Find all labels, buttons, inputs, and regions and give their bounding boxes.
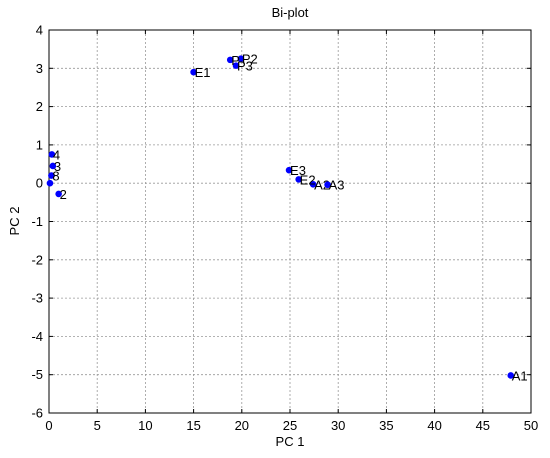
x-tick-label: 5 (94, 418, 101, 433)
grid (49, 30, 531, 413)
data-point (237, 55, 245, 63)
x-axis-label: PC 1 (276, 434, 305, 449)
data-point-label: A3 (329, 178, 345, 193)
y-tick-label: -4 (31, 329, 43, 344)
data-point-label: E2 (300, 172, 316, 187)
data-point (226, 56, 234, 64)
data-point (48, 172, 55, 179)
data-point-label: A2 (314, 177, 330, 192)
data-point (48, 151, 56, 158)
y-tick-label: -5 (31, 367, 43, 382)
x-tick-label: 15 (186, 418, 200, 433)
data-point-label: A1 (512, 368, 528, 383)
data-point (46, 179, 54, 187)
y-axis-label: PC 2 (7, 207, 22, 236)
x-tick-label: 30 (331, 418, 345, 433)
data-point-label: E3 (290, 163, 306, 178)
y-tick-label: 1 (36, 137, 43, 152)
x-tick-label: 40 (427, 418, 441, 433)
y-tick-label: 2 (36, 99, 43, 114)
x-tick-label: 45 (476, 418, 490, 433)
x-tick-label: 20 (235, 418, 249, 433)
data-point-label: P3 (237, 59, 253, 74)
x-tick-label: 0 (45, 418, 52, 433)
data-point (49, 162, 57, 170)
data-point (324, 181, 331, 189)
data-point-label: 8 (52, 169, 59, 184)
y-tick-label: -1 (31, 214, 43, 229)
y-tick-label: -6 (31, 406, 43, 421)
x-tick-label: 50 (524, 418, 538, 433)
x-tick-label: 10 (138, 418, 152, 433)
data-point-label: 2 (60, 187, 67, 202)
data-point-label: P2 (242, 52, 258, 67)
data-point (190, 68, 197, 76)
data-point-label: 4 (53, 147, 60, 162)
data-point (285, 166, 293, 174)
data-point-label: E1 (195, 65, 211, 80)
data-point (55, 190, 62, 198)
y-tick-label: -2 (31, 252, 43, 267)
data-point (232, 62, 240, 69)
data-point (507, 372, 515, 379)
data-point-label: 3 (54, 159, 61, 174)
y-tick-label: 3 (36, 61, 43, 76)
x-tick-label: 25 (283, 418, 297, 433)
data-point (309, 181, 317, 188)
y-tick-label: -3 (31, 291, 43, 306)
y-tick-label: 0 (36, 176, 43, 191)
chart-title: Bi-plot (272, 5, 309, 20)
x-tick-label: 35 (379, 418, 393, 433)
data-point-label: P (231, 53, 240, 68)
y-tick-label: 4 (36, 23, 43, 38)
data-point (295, 176, 302, 183)
